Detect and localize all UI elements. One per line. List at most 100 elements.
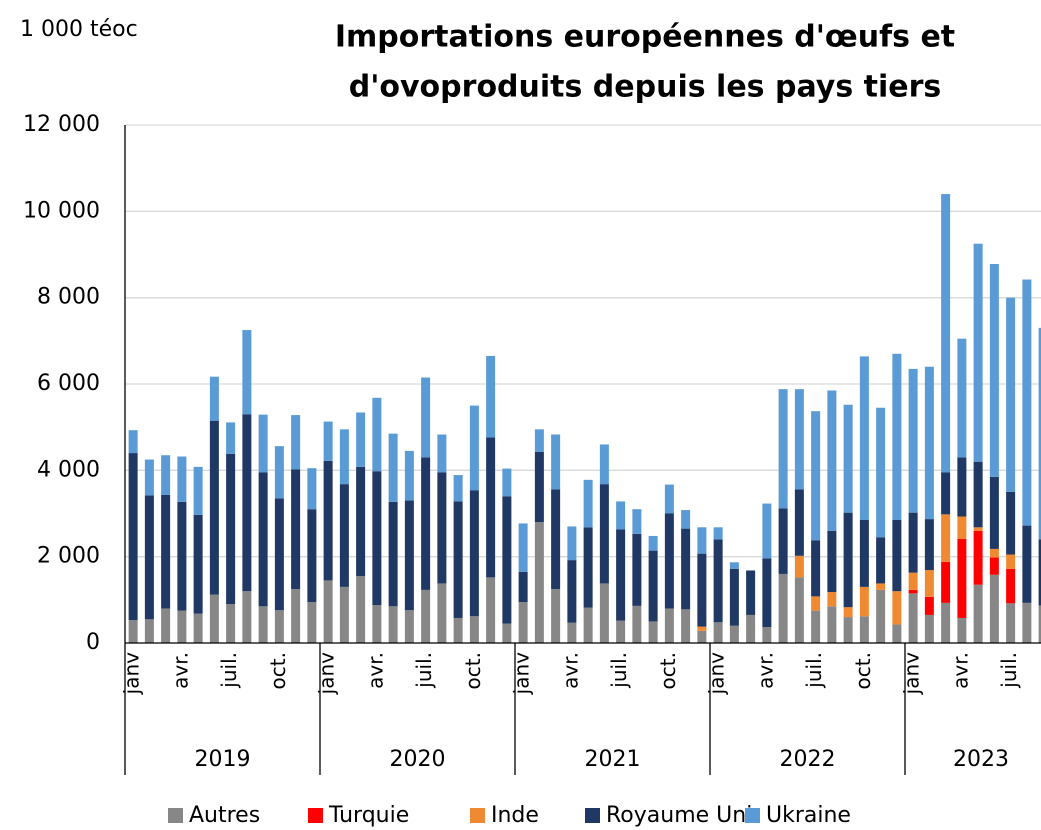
bar-segment (681, 528, 691, 610)
bar-segment (161, 608, 171, 643)
bar-segment (957, 516, 967, 539)
y-tick-label: 12 000 (23, 112, 100, 137)
bar-segment (778, 389, 788, 509)
legend-label: Autres (189, 803, 260, 828)
bar-segment (193, 466, 203, 515)
bar-segment (551, 434, 561, 490)
bar-segment (794, 489, 804, 556)
bar-segment (827, 606, 837, 643)
bar-segment (372, 397, 382, 472)
x-tick-label: janv (510, 652, 534, 695)
bar-segment (1006, 554, 1016, 569)
bar-segment (551, 589, 561, 643)
x-tick-label: avr. (753, 652, 777, 689)
bar-segment (551, 489, 561, 590)
bar-segment (729, 562, 739, 569)
legend-label: Ukraine (766, 803, 851, 828)
bar-segment (144, 495, 154, 620)
x-tick-label: oct. (461, 652, 485, 689)
bar-segment (502, 623, 512, 643)
bar-segment (697, 626, 707, 631)
bar-segment (827, 530, 837, 593)
x-tick-label: juil. (607, 652, 631, 689)
bar-segment (567, 526, 577, 561)
bar-segment (372, 471, 382, 606)
bar-segment (339, 586, 349, 643)
bar-segment (128, 620, 138, 643)
bar-segment (876, 537, 886, 584)
bar-segment (811, 596, 821, 611)
bar-segment (973, 461, 983, 528)
bar-segment (421, 457, 431, 590)
bar-segment (534, 429, 544, 452)
bar-segment (908, 512, 918, 573)
bar-segment (957, 457, 967, 517)
bar-segment (892, 624, 902, 643)
bar-segment (486, 437, 496, 578)
group-label: 2019 (195, 747, 251, 772)
bar-segment (307, 509, 317, 602)
x-tick-label: janv (900, 652, 924, 695)
bar-segment (616, 529, 626, 621)
bar-segment (421, 589, 431, 643)
bar-segment (957, 538, 967, 618)
bar-segment (1038, 327, 1041, 540)
bar-segment (534, 451, 544, 523)
bar-segment (274, 498, 284, 611)
bar-segment (161, 455, 171, 495)
bar-segment (1022, 602, 1032, 643)
legend-swatch (470, 808, 485, 823)
bar-segment (746, 614, 756, 643)
bar-segment (583, 527, 593, 608)
bar-segment (242, 330, 252, 415)
bar-segment (1038, 605, 1041, 643)
bar-segment (729, 568, 739, 626)
bar-segment (372, 605, 382, 643)
bar-segment (518, 523, 528, 572)
bar-segment (989, 574, 999, 643)
bar-segment (209, 376, 219, 421)
legend-label: Royaume Uni (606, 803, 752, 828)
group-label: 2023 (953, 747, 1009, 772)
bar-segment (599, 484, 609, 584)
bar-segment (859, 356, 869, 520)
legend-label: Turquie (328, 803, 409, 828)
bar-segment (924, 614, 934, 643)
bar-segment (437, 583, 447, 643)
bar-segment (193, 613, 203, 643)
bar-segment (973, 530, 983, 585)
bar-segment (697, 630, 707, 643)
bar-segment (226, 453, 236, 605)
bar-segment (258, 472, 268, 607)
bar-segment (859, 519, 869, 587)
bar-segment (827, 592, 837, 607)
bar-segment (291, 589, 301, 643)
bar-segment (356, 576, 366, 643)
bar-segment (291, 469, 301, 590)
bar-segment (437, 434, 447, 473)
bar-segment (941, 194, 951, 473)
bar-segment (1006, 603, 1016, 643)
bar-segment (973, 527, 983, 531)
x-tick-label: avr. (168, 652, 192, 689)
bar-segment (599, 583, 609, 643)
bar-segment (664, 484, 674, 514)
bar-segment (664, 608, 674, 643)
bar-segment (534, 522, 544, 643)
bar-segment (1022, 279, 1032, 526)
bar-segment (892, 591, 902, 625)
x-tick-label: avr. (948, 652, 972, 689)
bar-segment (892, 353, 902, 520)
bar-segment (1022, 525, 1032, 603)
bar-segment (453, 501, 463, 618)
bar-segment (892, 519, 902, 592)
bar-segment (356, 466, 366, 577)
bar-segment (941, 514, 951, 562)
bar-segment (941, 561, 951, 603)
bar-segment (437, 472, 447, 584)
bar-segment (924, 366, 934, 520)
bar-segment (811, 610, 821, 643)
bar-segment (388, 501, 398, 607)
legend-label: Inde (491, 803, 539, 828)
